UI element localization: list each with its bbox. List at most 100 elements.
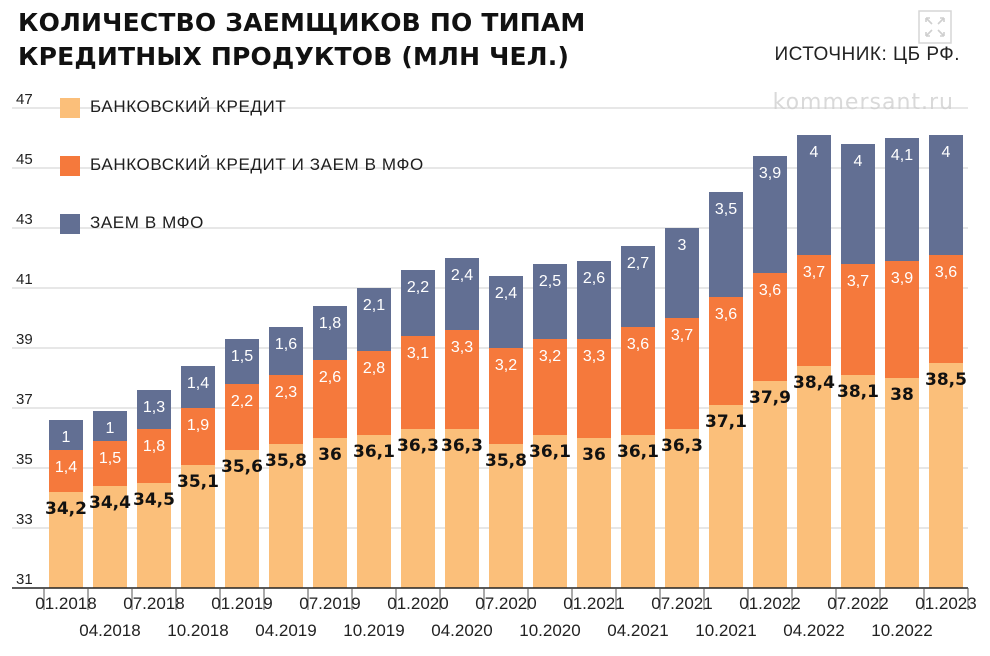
data-label: 35,6 — [221, 457, 263, 477]
data-label: 2,5 — [539, 273, 561, 290]
data-label: 36,1 — [617, 442, 659, 462]
data-label: 36,3 — [661, 436, 703, 456]
x-tick-label: 01.2021 — [563, 594, 624, 613]
x-tick-label: 01.2020 — [387, 594, 448, 613]
bar-segment — [753, 156, 787, 273]
bar-segment — [49, 420, 83, 450]
bar-segment — [929, 255, 963, 363]
data-label: 34,5 — [133, 490, 175, 510]
y-tick-label: 47 — [16, 91, 33, 108]
bar-segment — [49, 450, 83, 492]
x-tick-label: 01.2019 — [211, 594, 272, 613]
data-label: 35,1 — [177, 472, 219, 492]
bar-segment — [929, 135, 963, 255]
bar-segment — [489, 276, 523, 348]
legend-swatch — [60, 214, 80, 234]
data-label: 38,4 — [793, 373, 835, 393]
x-tick-label: 01.2023 — [915, 594, 976, 613]
bar-segment — [797, 255, 831, 366]
x-tick-label: 10.2019 — [343, 621, 404, 640]
data-label: 38,5 — [925, 370, 967, 390]
data-label: 36,1 — [529, 442, 571, 462]
data-label: 1,3 — [143, 399, 165, 416]
expand-icon[interactable] — [918, 10, 952, 44]
data-label: 2,3 — [275, 384, 297, 401]
bar-segment — [797, 366, 831, 588]
x-tick-label: 07.2021 — [651, 594, 712, 613]
data-label: 3,5 — [715, 201, 737, 218]
y-tick-label: 33 — [16, 511, 33, 528]
y-tick-label: 45 — [16, 151, 33, 168]
data-label: 1,4 — [55, 459, 77, 476]
bar-segment — [797, 135, 831, 255]
data-label: 3,2 — [539, 348, 561, 365]
data-label: 37,1 — [705, 412, 747, 432]
data-label: 35,8 — [265, 451, 307, 471]
x-tick-label: 01.2018 — [35, 594, 96, 613]
watermark-text: kommersant.ru — [772, 90, 954, 115]
bar-segment — [445, 429, 479, 588]
bar-segment — [313, 438, 347, 588]
chart-title-line-1: КОЛИЧЕСТВО ЗАЕМЩИКОВ ПО ТИПАМ — [18, 8, 586, 37]
x-tick-label: 07.2022 — [827, 594, 888, 613]
bar-segment — [49, 492, 83, 588]
bar-segment — [885, 261, 919, 378]
x-tick-label: 07.2018 — [123, 594, 184, 613]
legend-label: БАНКОВСКИЙ КРЕДИТ И ЗАЕМ В МФО — [90, 155, 424, 174]
data-label: 2,6 — [319, 369, 341, 386]
bar-segment — [841, 375, 875, 588]
bar-segment — [93, 486, 127, 588]
data-label: 3,6 — [935, 264, 957, 281]
bar-segment — [709, 405, 743, 588]
data-label: 37,9 — [749, 388, 791, 408]
data-label: 38 — [890, 385, 914, 405]
data-label: 2,2 — [407, 279, 429, 296]
bar-segment — [489, 444, 523, 588]
data-label: 1,6 — [275, 336, 297, 353]
bar-segment — [225, 450, 259, 588]
data-label: 38,1 — [837, 382, 879, 402]
data-label: 36,3 — [441, 436, 483, 456]
legend-swatch — [60, 156, 80, 176]
y-tick-label: 31 — [16, 571, 33, 588]
data-label: 3,9 — [759, 165, 781, 182]
bar-segment — [137, 429, 171, 483]
bar-segment — [357, 351, 391, 435]
data-label: 4 — [942, 144, 951, 161]
chart-title-line-2: КРЕДИТНЫХ ПРОДУКТОВ (МЛН ЧЕЛ.) — [18, 42, 570, 71]
x-tick-label: 07.2019 — [299, 594, 360, 613]
bar-segment — [709, 192, 743, 297]
bar-segment — [577, 339, 611, 438]
x-tick-label: 04.2019 — [255, 621, 316, 640]
data-label: 34,4 — [89, 493, 131, 513]
data-label: 3,7 — [847, 273, 869, 290]
y-tick-label: 39 — [16, 331, 33, 348]
bar-segment — [445, 258, 479, 330]
y-tick-label: 37 — [16, 391, 33, 408]
data-label: 4 — [810, 144, 819, 161]
x-tick-label: 10.2018 — [167, 621, 228, 640]
data-label: 1 — [106, 420, 115, 437]
bar-segment — [225, 384, 259, 450]
data-label: 3,6 — [627, 336, 649, 353]
bar-segment — [621, 327, 655, 435]
bar-segment — [665, 318, 699, 429]
data-label: 3,3 — [583, 348, 605, 365]
data-label: 3,9 — [891, 270, 913, 287]
y-tick-label: 35 — [16, 451, 33, 468]
data-label: 4,1 — [891, 147, 913, 164]
bar-segment — [753, 273, 787, 381]
data-label: 2,4 — [495, 285, 517, 302]
data-label: 2,6 — [583, 270, 605, 287]
x-tick-label: 07.2020 — [475, 594, 536, 613]
legend-swatch — [60, 98, 80, 118]
data-label: 3,3 — [451, 339, 473, 356]
y-tick-label: 41 — [16, 271, 33, 288]
x-tick-label: 10.2022 — [871, 621, 932, 640]
bar-segment — [621, 246, 655, 327]
bar-segment — [709, 297, 743, 405]
data-label: 1,4 — [187, 375, 209, 392]
bar-segment — [401, 270, 435, 336]
x-tick-label: 01.2022 — [739, 594, 800, 613]
